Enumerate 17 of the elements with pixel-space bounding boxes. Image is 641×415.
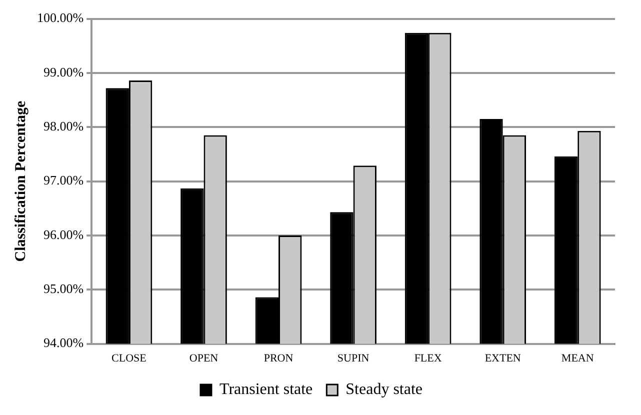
y-tick-label: 98.00% (43, 118, 84, 134)
x-tick-label: FLEX (414, 352, 442, 364)
legend-label: Transient state (219, 381, 313, 398)
y-tick-label: 96.00% (43, 226, 84, 242)
y-tick-label: 95.00% (43, 281, 84, 296)
y-axis-title: Classification Percentage (12, 100, 29, 262)
y-tick-label: 99.00% (43, 64, 84, 80)
y-tick-label: 100.00% (36, 10, 84, 26)
x-tick-label: CLOSE (112, 352, 147, 364)
x-tick-label: SUPIN (337, 352, 370, 364)
x-tick-label: EXTEN (484, 352, 521, 364)
y-tick-label: 94.00% (43, 335, 84, 350)
x-tick-label: PRON (264, 352, 294, 364)
legend-label: Steady state (346, 381, 423, 398)
y-tick-label: 97.00% (43, 172, 84, 188)
x-tick-label: OPEN (189, 352, 218, 364)
x-tick-label: MEAN (561, 352, 594, 364)
